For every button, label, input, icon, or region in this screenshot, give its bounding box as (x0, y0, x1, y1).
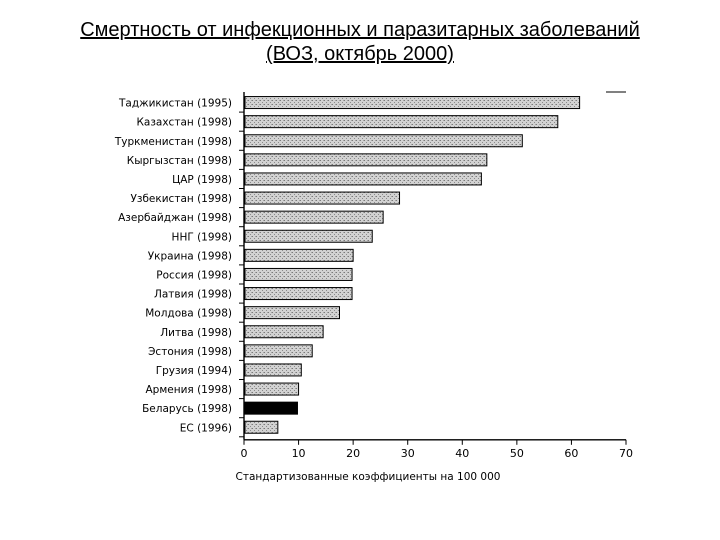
category-label: ННГ (1998) (172, 231, 232, 243)
x-tick-label: 50 (510, 447, 524, 460)
x-tick-label: 40 (455, 447, 469, 460)
bar-4 (244, 153, 488, 167)
x-axis-label: Стандартизованные коэффициенты на 100 00… (236, 471, 501, 483)
category-label: ЦАР (1998) (172, 174, 232, 186)
category-label: Казахстан (1998) (136, 117, 232, 129)
bar-16 (244, 382, 300, 396)
bar-8 (244, 229, 373, 243)
bar-3 (244, 134, 523, 148)
bar-9 (244, 248, 354, 262)
bar-1 (244, 96, 581, 110)
x-tick-label: 20 (346, 447, 360, 460)
bar-5 (244, 172, 482, 186)
category-label: Кыргызстан (1998) (127, 155, 232, 167)
slide-title: Смертность от инфекционных и паразитарны… (0, 18, 720, 66)
bar-10 (244, 267, 353, 281)
bar-7 (244, 210, 384, 224)
x-tick-label: 10 (292, 447, 306, 460)
x-tick-label: 0 (241, 447, 248, 460)
category-label: Узбекистан (1998) (130, 193, 232, 205)
bar-18 (244, 420, 279, 434)
category-label: Украина (1998) (148, 250, 232, 262)
x-tick-label: 60 (564, 447, 578, 460)
category-label: Молдова (1998) (145, 308, 232, 320)
category-label: Грузия (1994) (156, 365, 232, 377)
bar-12 (244, 306, 340, 320)
category-label: ЕС (1996) (180, 422, 232, 434)
bar-15 (244, 363, 302, 377)
category-label: Литва (1998) (160, 327, 232, 339)
slide-title-line-2: (ВОЗ, октябрь 2000) (266, 43, 454, 65)
bar-13 (244, 325, 324, 339)
category-label: Туркменистан (1998) (114, 136, 232, 148)
category-label: Беларусь (1998) (142, 403, 232, 415)
x-tick-label: 70 (619, 447, 633, 460)
category-label: Армения (1998) (146, 384, 233, 396)
category-label: Россия (1998) (156, 269, 232, 281)
category-label: Азербайджан (1998) (118, 212, 232, 224)
category-label: Эстония (1998) (148, 346, 232, 358)
x-tick-label: 30 (401, 447, 415, 460)
slide-title-line-1: Смертность от инфекционных и паразитарны… (80, 19, 640, 41)
bar-17 (244, 401, 298, 415)
category-label: Таджикистан (1995) (118, 98, 232, 110)
bar-2 (244, 115, 559, 129)
bar-14 (244, 344, 313, 358)
category-label: Латвия (1998) (154, 289, 232, 301)
bar-6 (244, 191, 401, 205)
bar-11 (244, 287, 353, 301)
